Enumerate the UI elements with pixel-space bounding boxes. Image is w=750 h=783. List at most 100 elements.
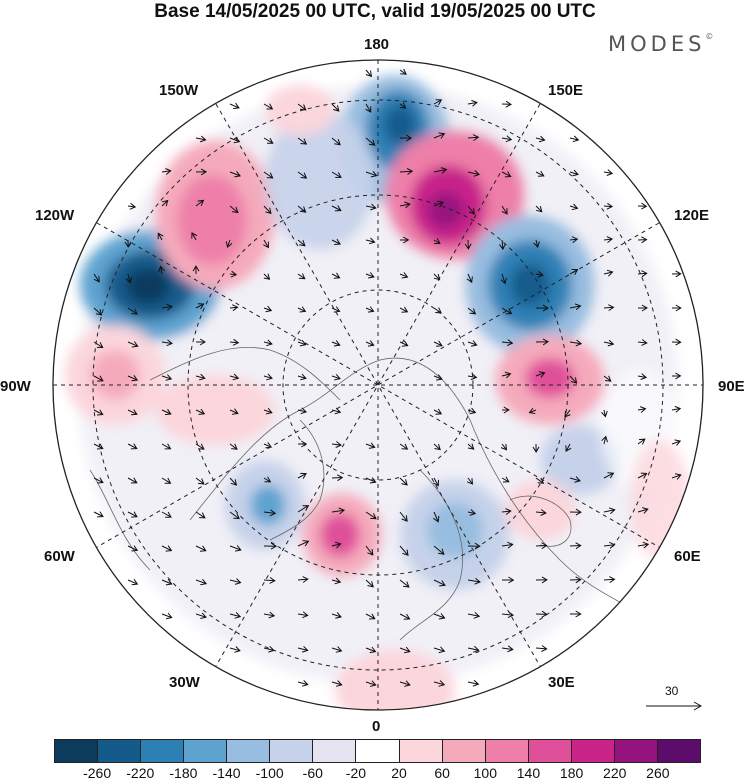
wind-vector-arrow: [399, 272, 409, 279]
wind-vector-arrow: [331, 306, 341, 313]
wind-vector-arrow: [603, 304, 615, 312]
wind-vector-arrow: [229, 373, 240, 381]
anomaly-region: [428, 192, 464, 228]
wind-vector-arrow: [603, 472, 615, 479]
wind-vector-arrow: [637, 236, 648, 244]
longitude-label-120e: 120E: [674, 207, 710, 224]
wind-vector-arrow: [637, 438, 646, 445]
wind-vector-arrow: [365, 646, 377, 654]
colorbar-box: [528, 740, 572, 762]
wind-vector-arrow: [365, 306, 375, 313]
wind-vector-arrow: [229, 511, 240, 520]
wind-vector-arrow: [399, 134, 413, 142]
coastlines: [89, 346, 651, 641]
wind-vector-arrow: [161, 443, 172, 450]
wind-vector-arrow: [297, 171, 308, 179]
wind-vector-arrow: [464, 239, 472, 250]
anomaly-region: [525, 358, 575, 398]
wind-vector-arrow: [297, 273, 306, 280]
wind-vector-arrow: [535, 338, 549, 346]
wind-vector-arrow: [297, 645, 309, 653]
longitude-label-60e: 60E: [674, 548, 701, 565]
wind-vector-arrow: [501, 100, 512, 108]
anomaly-region: [540, 425, 620, 495]
anomaly-region: [265, 85, 335, 135]
wind-vector-arrow: [399, 613, 411, 620]
wind-vector-arrow: [297, 540, 310, 547]
wind-vector-arrow: [535, 304, 549, 312]
wind-vector-arrow: [603, 576, 616, 584]
wind-vector-arrow: [399, 579, 410, 588]
wind-vector-arrow: [501, 476, 510, 483]
colorbar-tick-label: 180: [559, 765, 584, 781]
wind-vector-arrow: [195, 168, 208, 176]
wind-vector-arrow: [229, 443, 238, 450]
wind-vector-arrow: [93, 511, 104, 518]
wind-vector-arrow: [229, 170, 242, 178]
wind-vector-arrow: [535, 509, 547, 516]
colorbar-tick-label: -100: [255, 765, 284, 781]
wind-vector-arrow: [195, 199, 205, 207]
wind-vector-arrow: [331, 205, 342, 212]
wind-vector-arrow: [229, 612, 242, 619]
wind-vector-arrow: [637, 507, 649, 514]
wind-vector-arrow: [501, 371, 512, 379]
wind-vector-arrow: [365, 579, 374, 588]
colorbar-tick-label: 100: [473, 765, 498, 781]
wind-vector-arrow: [535, 371, 546, 378]
wind-vector-arrow: [467, 577, 481, 585]
wind-vector-arrow: [671, 338, 682, 346]
wind-vector-arrow: [331, 340, 341, 347]
wind-vector-arrow: [331, 541, 342, 549]
wind-vector-arrow: [297, 339, 307, 347]
wind-vector-arrow: [433, 374, 443, 381]
anomaly-region: [510, 263, 550, 307]
colorbar-tick-label: 260: [646, 765, 670, 781]
colorbar-tick-label: -220: [126, 765, 155, 781]
vector-reference-value: 30: [665, 684, 679, 698]
wind-vector-arrow: [93, 409, 104, 416]
wind-vector-arrow: [331, 474, 344, 482]
wind-vector-arrow: [671, 473, 682, 480]
wind-vector-arrow: [467, 509, 477, 516]
wind-vector-arrow: [569, 169, 579, 177]
wind-vector-arrow: [467, 679, 480, 687]
wind-vector-arrow: [467, 99, 478, 107]
anomaly-region: [155, 375, 275, 445]
wind-vector-arrow: [501, 307, 513, 315]
wind-vector-arrow: [331, 507, 346, 515]
wind-vector-arrow: [297, 137, 308, 145]
colorbar-tick-label: -140: [212, 765, 241, 781]
wind-vector-arrow: [466, 477, 474, 485]
colorbar-box: [657, 740, 700, 762]
wind-vector-arrow: [569, 339, 583, 347]
wind-vector-arrow: [637, 541, 650, 549]
wind-vector-arrow: [365, 680, 377, 687]
wind-vector-arrow: [535, 205, 543, 213]
wind-vector-arrow: [161, 199, 169, 207]
wind-vector-arrow: [331, 137, 341, 146]
wind-vector-arrow: [433, 273, 441, 281]
wind-vector-arrow: [603, 236, 614, 243]
height-anomaly-fields: [65, 75, 690, 710]
wind-vector-arrow: [501, 205, 508, 215]
wind-vector-arrow: [533, 239, 540, 248]
colorbar-tick-label: 220: [603, 765, 627, 781]
wind-vector-arrow: [467, 612, 481, 619]
wind-vector-arrow: [331, 238, 341, 245]
wind-vector-arrow: [501, 339, 514, 347]
anomaly-region: [630, 440, 690, 560]
wind-vector-arrow: [297, 611, 309, 619]
wind-vector-arrow: [433, 200, 444, 208]
wind-vector-arrow: [161, 612, 173, 620]
wind-vector-arrow: [501, 406, 510, 414]
wind-vector-arrow: [467, 170, 481, 177]
wind-vector-arrow: [433, 579, 446, 587]
wind-vector-arrow: [637, 304, 648, 312]
wind-vector-arrow: [501, 508, 512, 515]
colorbar-tick-label: -180: [169, 765, 198, 781]
wind-vector-arrow: [501, 135, 513, 143]
wind-vector-arrow: [365, 477, 377, 484]
wind-vector-arrow: [229, 304, 239, 312]
